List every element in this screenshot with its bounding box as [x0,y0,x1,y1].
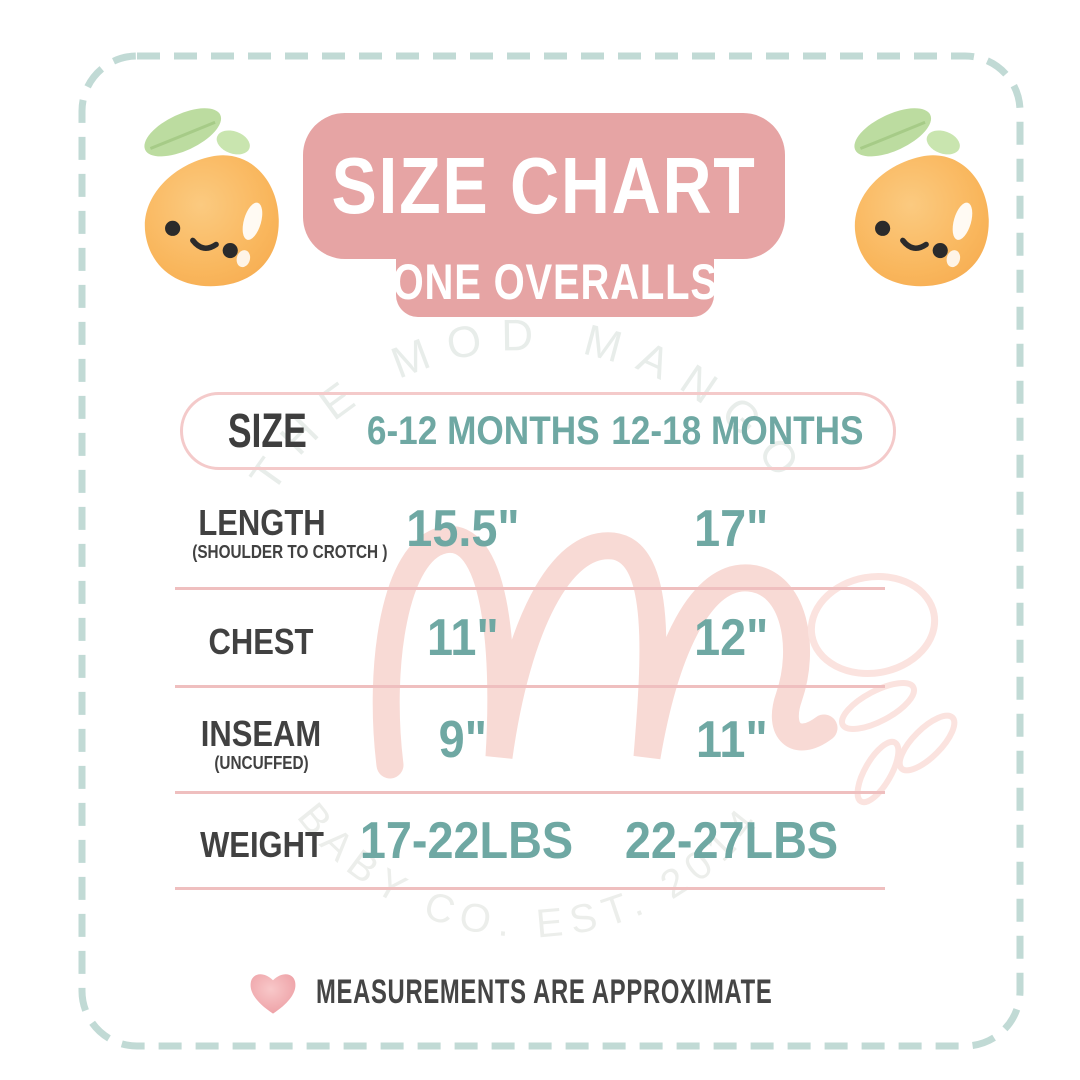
row-sublabel: (UNCUFFED) [214,753,309,773]
heart-icon [250,974,296,1014]
cell-value: 11" [427,608,499,667]
table-row-inseam: INSEAM (UNCUFFED) 9" 11" [175,688,885,794]
row-label: CHEST [209,620,314,662]
row-label: INSEAM [201,713,322,754]
cell-value: 17-22LBS [359,811,574,870]
row-label-group: CHEST [175,613,348,663]
row-label-group: WEIGHT [175,816,348,866]
row-label: WEIGHT [199,823,324,865]
cell-value: 9" [438,710,488,769]
size-table: LENGTH (SHOULDER TO CROTCH ) 15.5" 17" C… [175,470,885,890]
cell-value: 11" [695,710,768,769]
mango-icon [144,108,279,287]
table-header: SIZE 6-12 MONTHS 12-18 MONTHS [180,392,896,470]
table-row-weight: WEIGHT 17-22LBS 22-27LBS [175,794,885,890]
column-header-6-12-months: 6-12 MONTHS [366,408,600,453]
cell-value: 17" [694,499,769,558]
row-sublabel: (SHOULDER TO CROTCH ) [192,542,388,562]
cell-value: 22-27LBS [624,811,839,870]
footer-note: MEASUREMENTS ARE APPROXIMATE [316,972,773,1011]
table-row-length: LENGTH (SHOULDER TO CROTCH ) 15.5" 17" [175,470,885,590]
column-header-12-18-months: 12-18 MONTHS [610,408,864,453]
column-header-size: SIZE [227,404,307,458]
row-label-group: LENGTH (SHOULDER TO CROTCH ) [175,494,388,563]
row-label-group: INSEAM (UNCUFFED) [175,705,348,774]
cell-value: 12" [694,608,769,667]
subtitle: ONE OVERALLS [392,254,718,310]
table-row-chest: CHEST 11" 12" [175,590,885,688]
page-title: SIZE CHART [331,141,757,230]
title-banner: SIZE CHART [303,113,785,259]
footer-note-row: MEASUREMENTS ARE APPROXIMATE [246,960,968,1024]
mango-icon [854,108,989,287]
row-label: LENGTH [197,502,326,543]
